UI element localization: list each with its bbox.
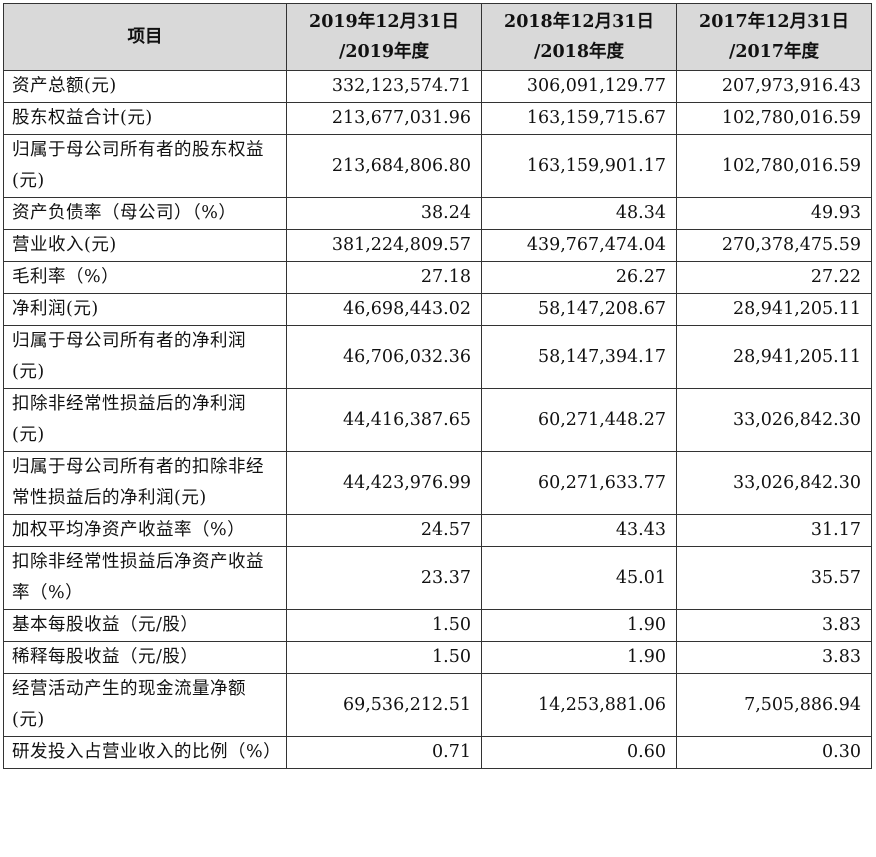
table-row: 稀释每股收益（元/股） 1.50 1.90 3.83: [3, 641, 872, 674]
row-value-2017: 31.17: [676, 514, 872, 547]
row-value-2018: 60,271,633.77: [481, 451, 677, 515]
row-value-2019: 44,416,387.65: [286, 388, 482, 452]
table-row: 扣除非经常性损益后净资产收益率（%） 23.37 45.01 35.57: [3, 546, 872, 610]
row-value-2018: 48.34: [481, 197, 677, 230]
row-label: 经营活动产生的现金流量净额(元): [3, 673, 287, 737]
header-2019: 2019年12月31日 /2019年度: [286, 3, 482, 71]
header-item-label: 项目: [127, 27, 163, 47]
table-row: 归属于母公司所有者的扣除非经常性损益后的净利润(元) 44,423,976.99 6…: [3, 451, 872, 515]
row-value-2017: 28,941,205.11: [676, 293, 872, 326]
financial-data-table: 项目 2019年12月31日 /2019年度 2018年12月31日 /2018…: [3, 3, 872, 769]
row-value-2018: 45.01: [481, 546, 677, 610]
row-value-2018: 26.27: [481, 261, 677, 294]
header-2019-line1: 2019年12月31日: [309, 12, 459, 32]
row-value-2019: 332,123,574.71: [286, 70, 482, 103]
row-value-2017: 0.30: [676, 736, 872, 769]
row-value-2019: 27.18: [286, 261, 482, 294]
row-value-2018: 439,767,474.04: [481, 229, 677, 262]
table-row: 研发投入占营业收入的比例（%） 0.71 0.60 0.30: [3, 736, 872, 769]
row-value-2017: 33,026,842.30: [676, 451, 872, 515]
row-label: 资产负债率（母公司）（%）: [3, 197, 287, 230]
table-row: 扣除非经常性损益后的净利润(元) 44,416,387.65 60,271,448.…: [3, 388, 872, 452]
row-value-2017: 3.83: [676, 641, 872, 674]
table-header-row: 项目 2019年12月31日 /2019年度 2018年12月31日 /2018…: [3, 3, 872, 71]
header-2017-line1: 2017年12月31日: [699, 12, 849, 32]
table-row: 净利润(元) 46,698,443.02 58,147,208.67 28,941,2…: [3, 293, 872, 326]
row-value-2018: 58,147,394.17: [481, 325, 677, 389]
table-row: 经营活动产生的现金流量净额(元) 69,536,212.51 14,253,881.…: [3, 673, 872, 737]
row-value-2018: 306,091,129.77: [481, 70, 677, 103]
row-label: 毛利率（%）: [3, 261, 287, 294]
header-item: 项目: [3, 3, 287, 71]
row-value-2019: 381,224,809.57: [286, 229, 482, 262]
row-value-2017: 270,378,475.59: [676, 229, 872, 262]
header-2017-line2: /2017年度: [728, 42, 820, 62]
row-value-2017: 33,026,842.30: [676, 388, 872, 452]
row-value-2018: 1.90: [481, 641, 677, 674]
row-value-2019: 24.57: [286, 514, 482, 547]
row-value-2018: 60,271,448.27: [481, 388, 677, 452]
table-row: 资产总额(元) 332,123,574.71 306,091,129.77 207,9…: [3, 70, 872, 103]
row-label: 扣除非经常性损益后的净利润(元): [3, 388, 287, 452]
row-value-2019: 46,698,443.02: [286, 293, 482, 326]
row-value-2017: 35.57: [676, 546, 872, 610]
row-value-2017: 27.22: [676, 261, 872, 294]
row-label: 加权平均净资产收益率（%）: [3, 514, 287, 547]
table-row: 基本每股收益（元/股） 1.50 1.90 3.83: [3, 609, 872, 642]
row-value-2019: 44,423,976.99: [286, 451, 482, 515]
table-row: 营业收入(元) 381,224,809.57 439,767,474.04 270,3…: [3, 229, 872, 262]
row-value-2019: 213,677,031.96: [286, 102, 482, 135]
row-label: 归属于母公司所有者的扣除非经常性损益后的净利润(元): [3, 451, 287, 515]
table-row: 毛利率（%） 27.18 26.27 27.22: [3, 261, 872, 294]
row-value-2019: 1.50: [286, 609, 482, 642]
row-value-2019: 0.71: [286, 736, 482, 769]
header-2018-line2: /2018年度: [533, 42, 625, 62]
row-value-2019: 38.24: [286, 197, 482, 230]
row-label: 研发投入占营业收入的比例（%）: [3, 736, 287, 769]
table-row: 归属于母公司所有者的净利润(元) 46,706,032.36 58,147,394.…: [3, 325, 872, 389]
row-value-2019: 213,684,806.80: [286, 134, 482, 198]
row-value-2017: 28,941,205.11: [676, 325, 872, 389]
row-value-2017: 102,780,016.59: [676, 102, 872, 135]
row-value-2018: 14,253,881.06: [481, 673, 677, 737]
row-value-2018: 163,159,901.17: [481, 134, 677, 198]
table-row: 归属于母公司所有者的股东权益(元) 213,684,806.80 163,159,9…: [3, 134, 872, 198]
row-label: 基本每股收益（元/股）: [3, 609, 287, 642]
row-label: 资产总额(元): [3, 70, 287, 103]
table-row: 加权平均净资产收益率（%） 24.57 43.43 31.17: [3, 514, 872, 547]
header-2018-line1: 2018年12月31日: [504, 12, 654, 32]
row-value-2018: 43.43: [481, 514, 677, 547]
row-value-2019: 1.50: [286, 641, 482, 674]
row-label: 归属于母公司所有者的股东权益(元): [3, 134, 287, 198]
row-label: 营业收入(元): [3, 229, 287, 262]
row-label: 扣除非经常性损益后净资产收益率（%）: [3, 546, 287, 610]
header-2018: 2018年12月31日 /2018年度: [481, 3, 677, 71]
row-value-2019: 46,706,032.36: [286, 325, 482, 389]
row-value-2018: 1.90: [481, 609, 677, 642]
header-2019-line2: /2019年度: [338, 42, 430, 62]
row-value-2019: 69,536,212.51: [286, 673, 482, 737]
row-value-2017: 49.93: [676, 197, 872, 230]
row-value-2018: 163,159,715.67: [481, 102, 677, 135]
table-row: 股东权益合计(元) 213,677,031.96 163,159,715.67 102…: [3, 102, 872, 135]
row-value-2017: 3.83: [676, 609, 872, 642]
row-label: 归属于母公司所有者的净利润(元): [3, 325, 287, 389]
table-body: 资产总额(元) 332,123,574.71 306,091,129.77 207,9…: [3, 70, 872, 769]
row-label: 稀释每股收益（元/股）: [3, 641, 287, 674]
row-value-2018: 0.60: [481, 736, 677, 769]
row-label: 净利润(元): [3, 293, 287, 326]
row-label: 股东权益合计(元): [3, 102, 287, 135]
table-row: 资产负债率（母公司）（%） 38.24 48.34 49.93: [3, 197, 872, 230]
row-value-2017: 207,973,916.43: [676, 70, 872, 103]
row-value-2017: 7,505,886.94: [676, 673, 872, 737]
row-value-2019: 23.37: [286, 546, 482, 610]
header-2017: 2017年12月31日 /2017年度: [676, 3, 872, 71]
row-value-2017: 102,780,016.59: [676, 134, 872, 198]
row-value-2018: 58,147,208.67: [481, 293, 677, 326]
